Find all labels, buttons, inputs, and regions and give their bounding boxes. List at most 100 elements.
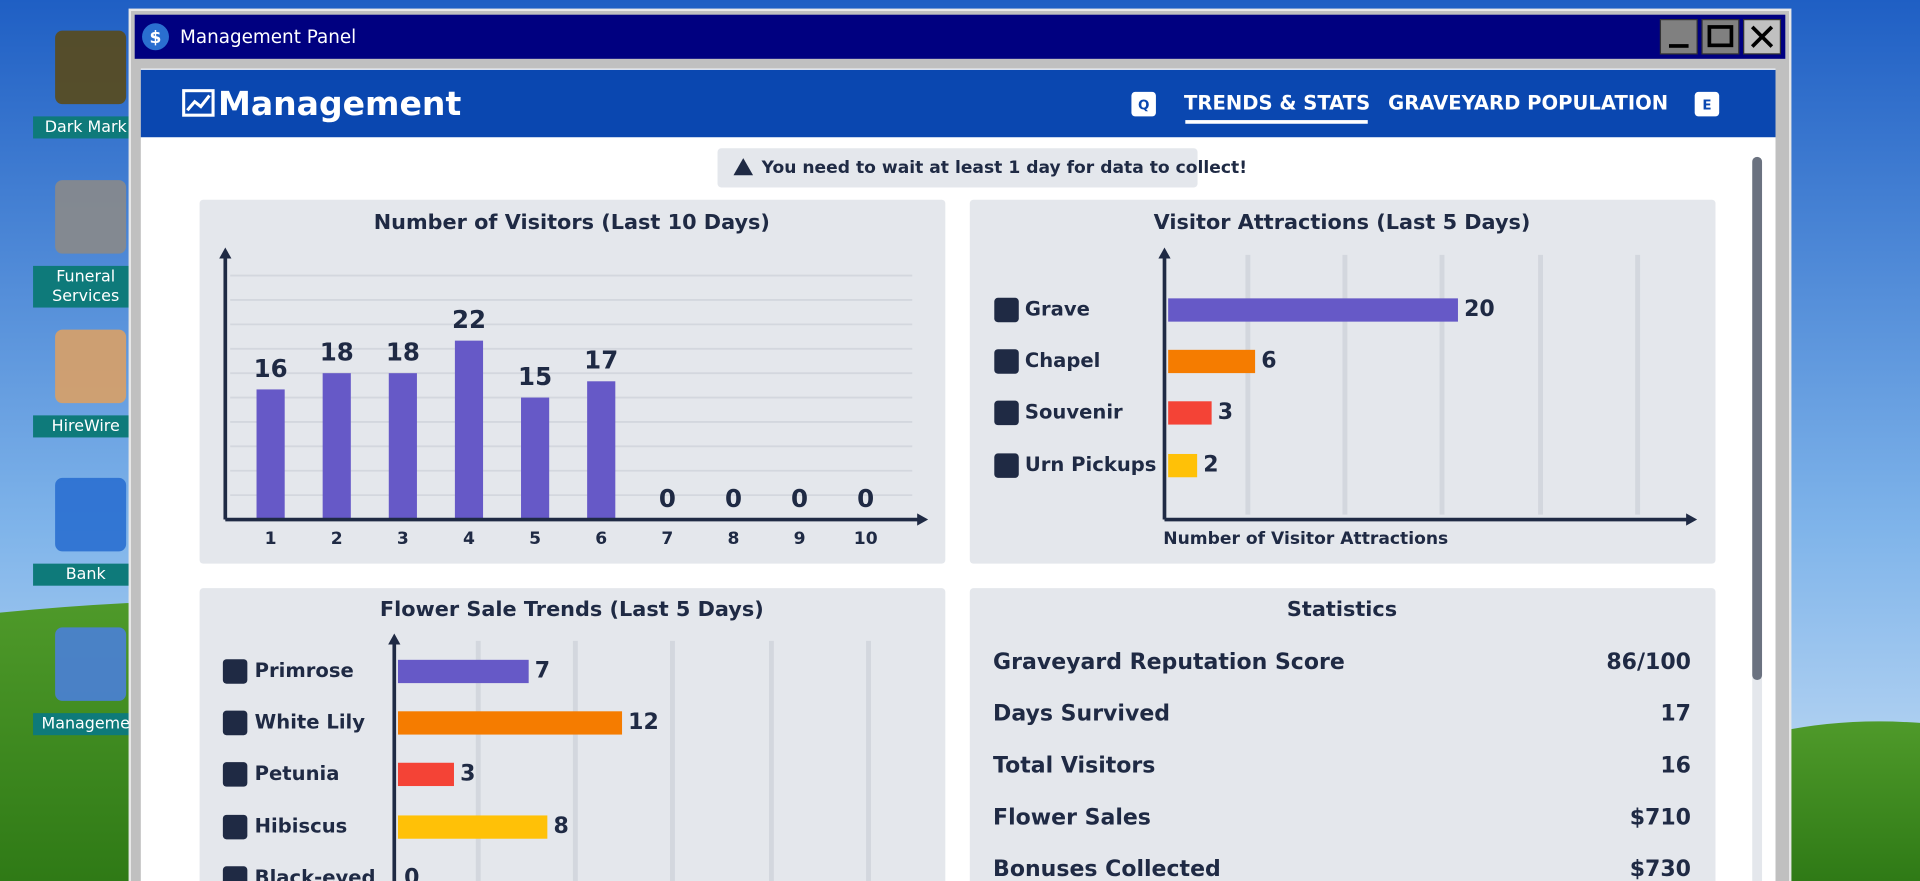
- bar: [397, 762, 454, 787]
- axis-arrow: [1158, 247, 1171, 259]
- value-label: 2: [1203, 453, 1218, 478]
- axis-arrow: [1686, 513, 1698, 526]
- x-tick-label: 3: [397, 529, 409, 549]
- value-label: 3: [1218, 400, 1233, 425]
- value-label: 16: [254, 354, 288, 383]
- bar: [454, 340, 484, 520]
- key-hint: [1694, 91, 1720, 117]
- category-label: Souvenir: [1025, 400, 1123, 423]
- statistics-title: Statistics: [1287, 597, 1397, 621]
- tab[interactable]: TRENDS & STATS: [1184, 92, 1370, 115]
- category-icon: [994, 453, 1019, 478]
- charts: Number of Visitors (Last 10 Days) 16 1 18 2 1…: [219, 210, 1698, 881]
- axis-arrow: [219, 247, 232, 259]
- x-tick-label: 6: [595, 529, 607, 549]
- category-label: Petunia: [255, 762, 340, 785]
- category-icon: [222, 710, 248, 736]
- window-buttons: [1659, 18, 1782, 55]
- value-label: 7: [535, 658, 550, 683]
- window-icon-glyph: $: [150, 28, 162, 48]
- value-label: 0: [659, 484, 676, 513]
- value-label: 3: [460, 761, 475, 786]
- value-label: 18: [320, 338, 354, 367]
- value-label: 15: [518, 362, 552, 391]
- stat-label: Flower Sales: [993, 805, 1151, 830]
- x-tick-label: 2: [331, 529, 343, 549]
- tab-underline: [1185, 120, 1368, 124]
- grass: [1763, 721, 1920, 881]
- tabs: Q TRENDS & STATS GRAVEYARD POPULATION E: [1131, 91, 1720, 124]
- scrollbar-thumb[interactable]: [1752, 156, 1763, 681]
- category-label: Hibiscus: [255, 815, 348, 838]
- category-icon: [994, 297, 1019, 323]
- value-label: 0: [791, 484, 808, 513]
- stat-value: 16: [1660, 754, 1691, 779]
- axis-arrow: [388, 633, 401, 645]
- category-label: White Lily: [255, 710, 366, 733]
- x-tick-label: 5: [529, 529, 541, 549]
- bar: [1168, 453, 1198, 478]
- stat-value: $710: [1630, 805, 1691, 830]
- icon-image[interactable]: [55, 329, 127, 404]
- value-label: 0: [857, 484, 874, 513]
- icon-label: Manageme: [41, 714, 129, 733]
- value-label: 6: [1261, 348, 1276, 373]
- stat-label: Bonuses Collected: [993, 857, 1221, 881]
- category-label: Urn Pickups: [1025, 453, 1157, 476]
- icon-image[interactable]: [55, 180, 127, 254]
- chart-title: Number of Visitors (Last 10 Days): [374, 210, 770, 234]
- category-icon: [222, 659, 248, 684]
- category-icon: [994, 400, 1019, 426]
- value-label: 22: [452, 305, 486, 334]
- minimize-button[interactable]: [1659, 18, 1698, 55]
- icon-label: Dark Mark: [45, 117, 128, 136]
- icon-label-bg: [33, 265, 130, 308]
- value-label: 12: [628, 710, 659, 735]
- category-label: Primrose: [255, 659, 354, 682]
- minimize-glyph: [1668, 44, 1689, 48]
- panel: [199, 588, 946, 881]
- icon-image[interactable]: [55, 627, 127, 701]
- category-label: Chapel: [1025, 349, 1101, 372]
- icon-label: Funeral: [56, 266, 115, 285]
- bar: [388, 373, 417, 520]
- header: [140, 69, 1776, 138]
- bar: [397, 711, 623, 735]
- stat-label: Total Visitors: [993, 754, 1155, 779]
- bar: [256, 389, 285, 520]
- window-icon: [142, 23, 169, 51]
- value-label: 0: [404, 866, 419, 881]
- header-icon: [182, 89, 215, 117]
- icon-image[interactable]: [55, 30, 127, 105]
- notice-text: You need to wait at least 1 day for data…: [761, 158, 1247, 178]
- category-icon: [222, 762, 248, 787]
- key-hint-text: E: [1702, 97, 1711, 113]
- icon-label: Bank: [66, 564, 107, 583]
- icon-label: HireWire: [52, 416, 120, 435]
- icon-label-bg: [33, 563, 130, 586]
- header-title: Management: [218, 84, 461, 123]
- stat-value: 17: [1660, 702, 1691, 727]
- icon-label-bg: [33, 116, 130, 139]
- bar: [1168, 298, 1458, 322]
- tab[interactable]: GRAVEYARD POPULATION: [1388, 92, 1668, 115]
- category-label: Black-eyed: [255, 866, 376, 881]
- stat-value: $730: [1630, 857, 1691, 881]
- bar: [587, 381, 616, 520]
- key-hint: [1131, 91, 1156, 117]
- bar: [322, 373, 351, 520]
- icon-image[interactable]: [55, 477, 127, 552]
- value-label: 0: [725, 484, 742, 513]
- notice: [717, 148, 1198, 188]
- statistics: Statistics Graveyard Reputation Score 86/1…: [993, 597, 1691, 881]
- bar: [397, 815, 548, 839]
- panel: [199, 199, 946, 564]
- title-bar: [134, 14, 1786, 59]
- x-tick-label: 10: [854, 529, 878, 549]
- x-tick-label: 7: [661, 529, 673, 549]
- maximize-glyph: [1707, 25, 1734, 48]
- bar: [397, 659, 529, 684]
- bar: [521, 397, 550, 520]
